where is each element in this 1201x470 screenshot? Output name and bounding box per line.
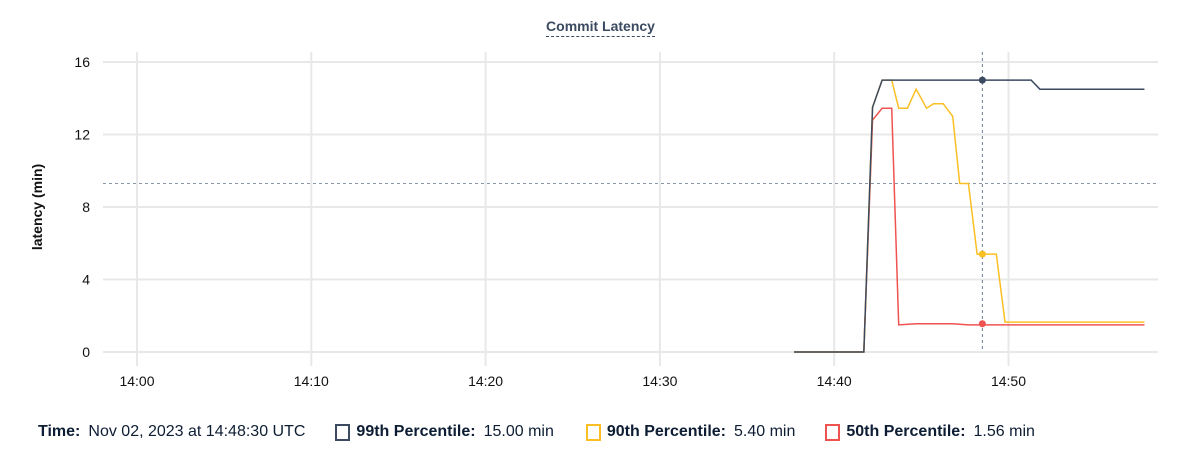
x-tick-label: 14:40 [817,373,852,389]
series-line [794,79,1145,353]
x-tick-label: 14:10 [294,373,329,389]
y-tick-label: 4 [82,272,90,288]
y-tick-label: 12 [74,127,90,143]
time-value: Nov 02, 2023 at 14:48:30 UTC [88,423,306,440]
legend: Time: Nov 02, 2023 at 14:48:30 UTC 99th … [38,423,1035,441]
series-line [794,79,1145,353]
x-tick-label: 14:20 [468,373,503,389]
y-tick-label: 0 [82,344,90,360]
legend-item-p99[interactable]: 99th Percentile: 15.00 min [335,423,554,441]
y-tick-label: 8 [82,199,90,215]
series-line [794,107,1145,353]
legend-label: 99th Percentile: [356,423,476,440]
cursor-point [978,76,986,84]
p99-swatch-icon [335,423,351,441]
latency-chart: 0 4 8 12 16 14:00 14:10 14:20 14:30 14:40 14:50 lat… [29,52,1158,389]
chart-title[interactable]: Commit Latency [0,18,1201,37]
legend-item-p50[interactable]: 50th Percentile: 1.56 min [825,423,1035,441]
legend-label: 90th Percentile: [606,423,726,440]
p50-swatch-icon [825,423,841,441]
x-tick-label: 14:00 [119,373,154,389]
chart-title-text: Commit Latency [546,18,655,37]
time-label: Time: [38,423,81,440]
y-axis-label: latency (min) [29,164,45,250]
legend-value: 1.56 min [973,423,1035,440]
legend-value: 15.00 min [483,423,554,440]
legend-value: 5.40 min [734,423,796,440]
y-tick-label: 16 [74,54,90,70]
cursor-point [978,250,986,258]
p90-swatch-icon [585,423,601,441]
legend-item-p90[interactable]: 90th Percentile: 5.40 min [585,423,796,441]
cursor-point [978,320,986,328]
legend-label: 50th Percentile: [846,423,966,440]
x-tick-label: 14:50 [991,373,1026,389]
x-tick-label: 14:30 [642,373,677,389]
